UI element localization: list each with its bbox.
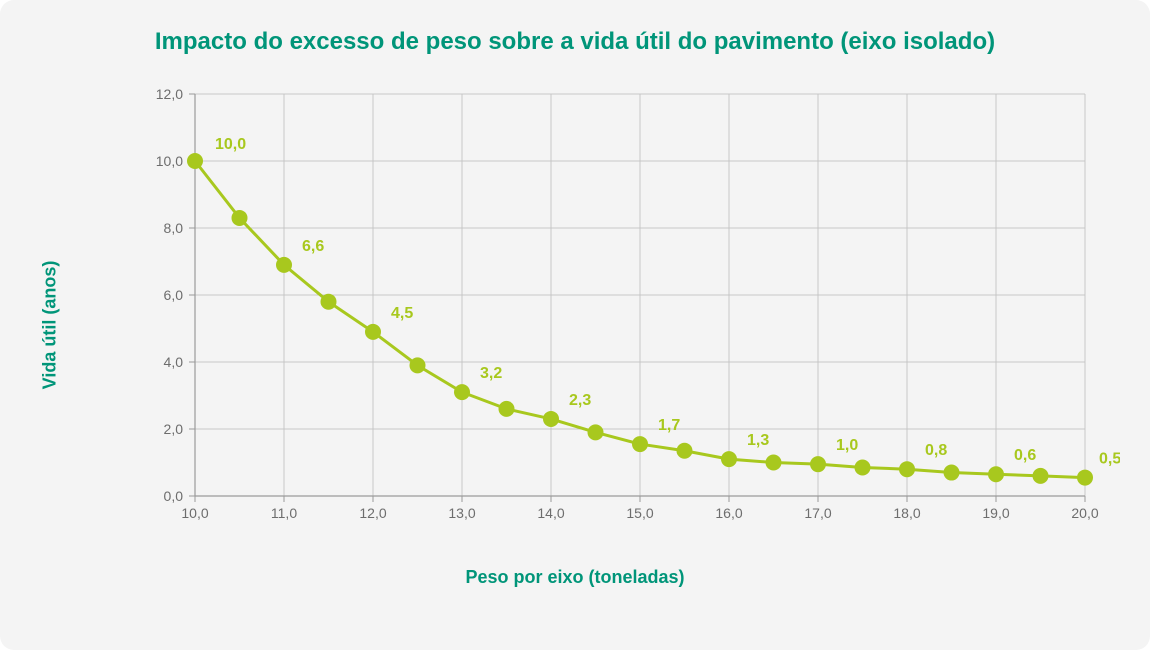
data-marker: [365, 324, 381, 340]
y-tick-label: 10,0: [156, 153, 183, 169]
data-label: 0,6: [1014, 447, 1036, 464]
y-tick-label: 4,0: [164, 354, 184, 370]
data-label: 2,3: [569, 392, 591, 409]
data-marker: [632, 436, 648, 452]
y-tick-label: 6,0: [164, 287, 184, 303]
data-marker: [232, 210, 248, 226]
data-marker: [276, 257, 292, 273]
data-label: 6,6: [302, 238, 324, 255]
y-axis-label: Vida útil (anos): [40, 261, 61, 390]
data-marker: [988, 466, 1004, 482]
data-label: 1,3: [747, 432, 769, 449]
data-label: 3,2: [480, 365, 502, 382]
data-marker: [1033, 468, 1049, 484]
x-tick-label: 15,0: [626, 505, 653, 521]
data-marker: [766, 455, 782, 471]
x-tick-label: 16,0: [715, 505, 742, 521]
chart-area: Vida útil (anos) 0,0 2,0 4,0 6,0 8,0 10,0 12,0…: [30, 56, 1120, 594]
y-tick-label: 8,0: [164, 220, 184, 236]
x-tick-label: 12,0: [359, 505, 386, 521]
y-tick-label: 12,0: [156, 86, 183, 102]
data-marker: [1077, 470, 1093, 486]
data-label: 0,8: [925, 442, 947, 459]
data-marker: [499, 401, 515, 417]
x-tick-label: 11,0: [271, 505, 297, 521]
data-marker: [810, 456, 826, 472]
data-label: 0,5: [1099, 451, 1120, 468]
data-label: 1,7: [658, 417, 680, 434]
data-marker: [187, 153, 203, 169]
chart-title: Impacto do excesso de peso sobre a vida …: [30, 28, 1120, 56]
data-marker: [899, 461, 915, 477]
x-tick-label: 14,0: [537, 505, 564, 521]
data-label: 1,0: [836, 437, 858, 454]
y-tick-label: 0,0: [164, 488, 184, 504]
data-marker: [410, 357, 426, 373]
y-tick-label: 2,0: [164, 421, 184, 437]
x-tick-label: 17,0: [804, 505, 831, 521]
data-marker: [454, 384, 470, 400]
x-tick-label: 20,0: [1071, 505, 1098, 521]
chart-card: Impacto do excesso de peso sobre a vida …: [0, 0, 1150, 650]
data-marker: [677, 443, 693, 459]
data-marker: [944, 465, 960, 481]
x-tick-label: 13,0: [448, 505, 475, 521]
data-marker: [588, 424, 604, 440]
data-marker: [543, 411, 559, 427]
x-axis-label: Peso por eixo (toneladas): [465, 567, 684, 588]
line-chart-svg: 0,0 2,0 4,0 6,0 8,0 10,0 12,0 10,0 11,0 12,0 13,0 1…: [30, 56, 1120, 576]
data-label: 4,5: [391, 305, 413, 322]
x-tick-label: 10,0: [181, 505, 208, 521]
data-marker: [721, 451, 737, 467]
data-marker: [855, 460, 871, 476]
data-marker: [321, 294, 337, 310]
x-tick-label: 19,0: [982, 505, 1009, 521]
data-label: 10,0: [215, 136, 246, 153]
x-tick-label: 18,0: [893, 505, 920, 521]
